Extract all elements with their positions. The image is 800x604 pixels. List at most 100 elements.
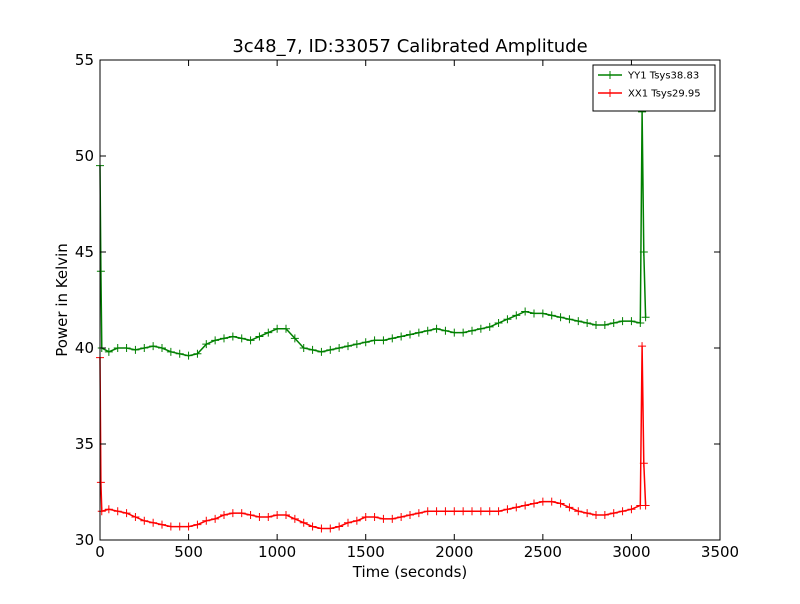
data-point: [450, 507, 459, 516]
data-point: [237, 509, 246, 518]
y-tick-label: 45: [75, 243, 94, 261]
data-point: [158, 344, 166, 352]
data-point: [459, 507, 468, 516]
data-point: [600, 511, 609, 520]
data-point: [273, 511, 282, 520]
data-point: [149, 518, 158, 527]
legend-item: YY1 Tsys38.83: [598, 71, 699, 82]
data-point: [641, 501, 650, 510]
data-point: [468, 507, 476, 516]
data-point: [166, 522, 175, 531]
data-point: [547, 311, 556, 320]
data-point: [641, 313, 650, 322]
data-point: [282, 511, 290, 520]
x-tick-label: 1000: [258, 543, 296, 561]
legend-box: [592, 64, 716, 112]
data-point: [609, 319, 618, 328]
data-point: [299, 518, 308, 527]
data-point: [246, 336, 255, 345]
data-point: [122, 344, 131, 352]
data-point: [556, 313, 565, 322]
data-point: [441, 507, 450, 516]
data-point: [308, 522, 317, 531]
data-point: [184, 351, 193, 360]
data-point: [503, 315, 512, 324]
data-point: [565, 315, 574, 324]
data-point: [547, 497, 556, 506]
y-tick-label: 30: [75, 531, 94, 549]
data-point: [335, 344, 344, 352]
data-point: [361, 338, 370, 347]
data-point: [96, 478, 105, 487]
data-point: [618, 507, 627, 516]
data-point: [96, 267, 105, 276]
data-point: [538, 309, 547, 318]
data-point: [264, 328, 273, 337]
data-point: [530, 499, 538, 508]
data-point: [290, 334, 299, 343]
data-point: [264, 512, 273, 521]
data-point: [627, 317, 636, 326]
legend-label: XX1 Tsys29.95: [628, 89, 701, 100]
data-point: [97, 507, 106, 516]
data-point: [184, 522, 193, 531]
data-point: [432, 324, 441, 333]
data-point: [149, 342, 158, 351]
data-point: [638, 342, 647, 351]
data-point: [140, 344, 149, 352]
data-point: [476, 324, 485, 333]
data-point: [441, 326, 450, 335]
data-point: [228, 332, 237, 341]
data-point: [397, 332, 406, 341]
x-tick-label: 1500: [347, 543, 385, 561]
data-point: [344, 342, 352, 351]
data-point: [255, 332, 264, 341]
data-point: [423, 507, 432, 516]
y-tick-label: 40: [75, 339, 94, 357]
data-point: [574, 507, 583, 516]
data-point: [326, 345, 335, 354]
data-point: [370, 512, 379, 521]
x-axis-label: Time (seconds): [352, 563, 468, 581]
y-axis-label: Power in Kelvin: [53, 243, 71, 357]
data-point: [361, 512, 370, 521]
data-point: [113, 344, 122, 352]
data-point: [379, 514, 388, 523]
data-point: [538, 497, 547, 506]
data-point: [639, 248, 648, 256]
data-point: [485, 507, 494, 516]
data-point: [600, 320, 609, 329]
data-point: [627, 505, 636, 514]
legend-marker: [606, 89, 614, 97]
data-point: [459, 328, 468, 337]
data-point: [335, 522, 344, 531]
data-point: [211, 514, 220, 523]
data-point: [273, 324, 282, 333]
series-1: [96, 342, 650, 533]
x-axis: 0 500 1000 1500 2000 2500 3000 3500: [95, 60, 739, 561]
data-point: [423, 326, 432, 335]
data-point: [122, 509, 131, 518]
data-point: [406, 511, 414, 520]
data-point: [175, 349, 184, 358]
data-point: [175, 522, 184, 531]
y-tick-label: 55: [75, 51, 94, 69]
legend-label: YY1 Tsys38.83: [627, 71, 699, 82]
data-point: [211, 336, 220, 345]
data-point: [521, 501, 530, 510]
data-point: [193, 349, 202, 358]
x-tick-label: 2000: [435, 543, 473, 561]
data-point: [636, 319, 645, 328]
data-point: [246, 511, 255, 520]
x-tick-label: 0: [95, 543, 105, 561]
plot-frame: [99, 59, 721, 541]
series-0: [96, 107, 650, 360]
data-point: [397, 512, 406, 521]
data-point: [476, 507, 485, 516]
x-tick-label: 3500: [701, 543, 739, 561]
data-point: [104, 347, 113, 356]
data-point: [140, 516, 149, 525]
data-point: [388, 334, 397, 343]
data-point: [131, 345, 140, 354]
